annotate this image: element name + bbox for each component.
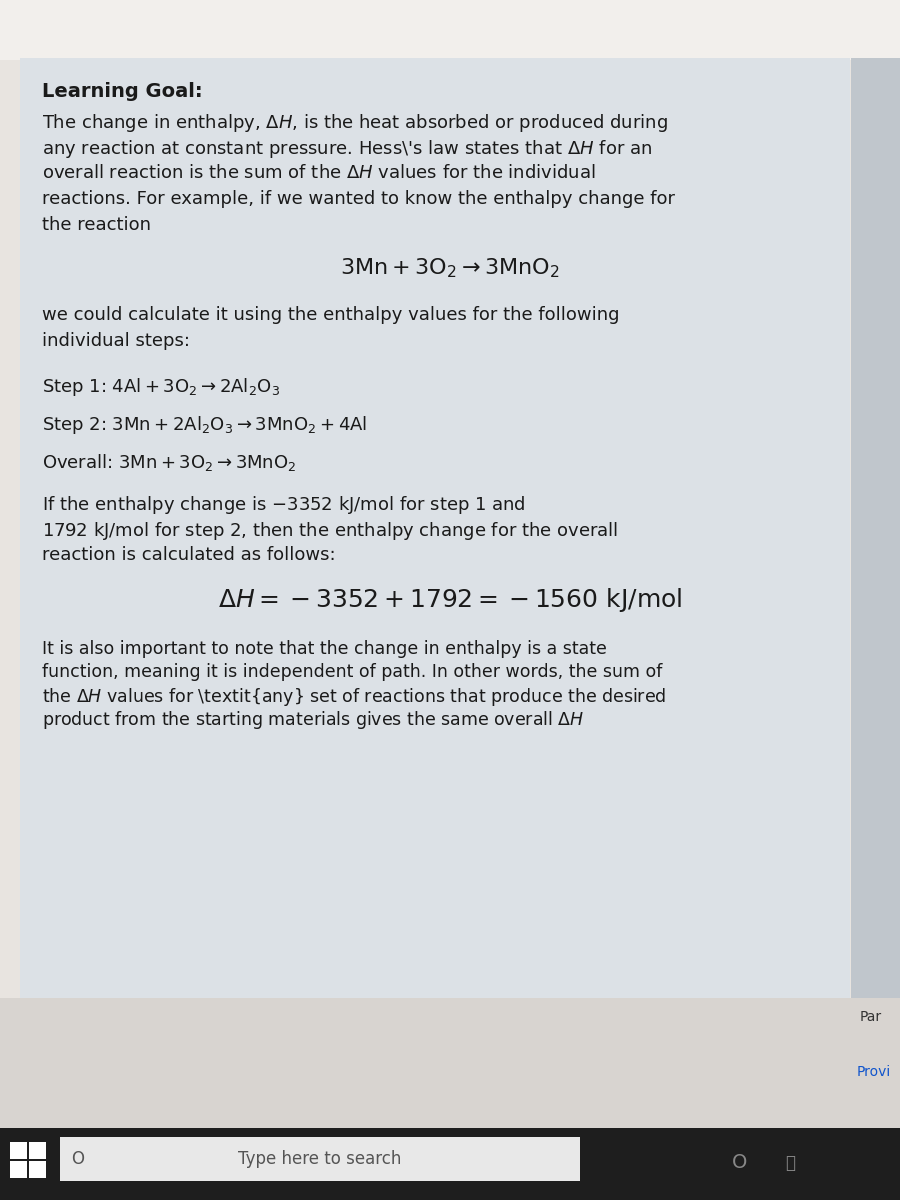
- Text: Step 2: $\mathrm{3Mn + 2Al_2O_3 \rightarrow 3MnO_2 + 4Al}$: Step 2: $\mathrm{3Mn + 2Al_2O_3 \rightar…: [42, 414, 367, 436]
- Text: If the enthalpy change is $-$3352 kJ$/$mol for step 1 and: If the enthalpy change is $-$3352 kJ$/$m…: [42, 494, 526, 516]
- Text: $\mathrm{3Mn + 3O_2 \rightarrow 3MnO_2}$: $\mathrm{3Mn + 3O_2 \rightarrow 3MnO_2}$: [340, 256, 560, 280]
- Text: reactions. For example, if we wanted to know the enthalpy change for: reactions. For example, if we wanted to …: [42, 190, 675, 208]
- Bar: [0, 1128, 900, 1200]
- Text: overall reaction is the sum of the $\Delta\mathit{H}$ values for the individual: overall reaction is the sum of the $\Del…: [42, 164, 596, 182]
- Bar: [20, 58, 850, 998]
- Text: any reaction at constant pressure. Hess\'s law states that $\Delta\mathit{H}$ fo: any reaction at constant pressure. Hess\…: [42, 138, 652, 160]
- Text: reaction is calculated as follows:: reaction is calculated as follows:: [42, 546, 336, 564]
- Text: Learning Goal:: Learning Goal:: [42, 82, 202, 101]
- Text: the $\Delta\mathit{H}$ values for \textit{any} set of reactions that produce the: the $\Delta\mathit{H}$ values for \texti…: [42, 686, 666, 708]
- Bar: [0, 998, 900, 1128]
- Text: Overall: $\mathrm{3Mn + 3O_2 \rightarrow 3MnO_2}$: Overall: $\mathrm{3Mn + 3O_2 \rightarrow…: [42, 452, 296, 473]
- Bar: [0, 0, 900, 60]
- Text: O: O: [71, 1150, 85, 1168]
- Text: function, meaning it is independent of path. In other words, the sum of: function, meaning it is independent of p…: [42, 662, 662, 680]
- Text: the reaction: the reaction: [42, 216, 151, 234]
- Text: individual steps:: individual steps:: [42, 332, 190, 350]
- Bar: [29, 1162, 46, 1178]
- Text: $\Delta H = -3352 + 1792 = -1560\ \mathrm{kJ/mol}$: $\Delta H = -3352 + 1792 = -1560\ \mathr…: [218, 586, 682, 614]
- Bar: [851, 58, 900, 998]
- Text: It is also important to note that the change in enthalpy is a state: It is also important to note that the ch…: [42, 640, 607, 658]
- Bar: [8, 1140, 46, 1178]
- Bar: [10, 1142, 27, 1159]
- Text: O: O: [733, 1153, 748, 1172]
- Bar: [29, 1142, 46, 1159]
- Text: ⌗: ⌗: [785, 1154, 795, 1172]
- Text: product from the starting materials gives the same overall $\Delta\mathit{H}$: product from the starting materials give…: [42, 709, 584, 731]
- Text: The change in enthalpy, $\Delta\mathit{H}$, is the heat absorbed or produced dur: The change in enthalpy, $\Delta\mathit{H…: [42, 112, 668, 134]
- Text: Provi: Provi: [857, 1066, 891, 1079]
- Text: we could calculate it using the enthalpy values for the following: we could calculate it using the enthalpy…: [42, 306, 619, 324]
- Text: Step 1: $\mathrm{4Al + 3O_2 \rightarrow 2Al_2O_3}$: Step 1: $\mathrm{4Al + 3O_2 \rightarrow …: [42, 376, 280, 398]
- Text: Par: Par: [860, 1010, 882, 1024]
- Bar: [60, 1138, 580, 1181]
- Text: Type here to search: Type here to search: [238, 1150, 401, 1168]
- Bar: [10, 1162, 27, 1178]
- Text: 1792 kJ$/$mol for step 2, then the enthalpy change for the overall: 1792 kJ$/$mol for step 2, then the entha…: [42, 520, 618, 542]
